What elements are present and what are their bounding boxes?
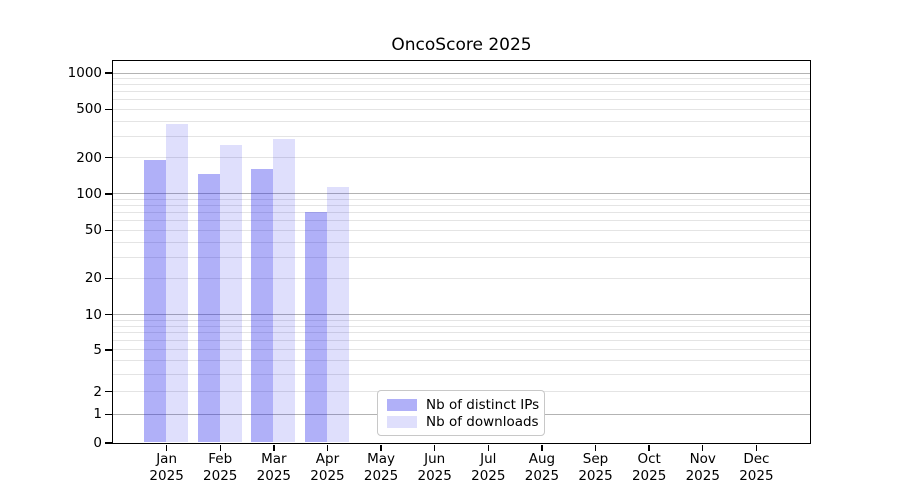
x-tick-7 xyxy=(487,444,489,451)
gridline-y-30 xyxy=(112,256,810,258)
bar-downloads-jan xyxy=(166,123,189,443)
gridline-y-90 xyxy=(112,199,810,201)
x-tick-11 xyxy=(702,444,704,451)
gridline-y-70 xyxy=(112,212,810,214)
gridline-y-500 xyxy=(112,108,810,110)
chart-title: OncoScore 2025 xyxy=(391,35,532,55)
x-tick-label-jul: Jul 2025 xyxy=(471,451,506,484)
y-tick-label-10: 10 xyxy=(84,306,102,323)
x-tick-8 xyxy=(541,444,543,451)
gridline-y-40 xyxy=(112,241,810,243)
y-tick-1000 xyxy=(105,72,112,74)
legend-item-downloads: Nb of downloads xyxy=(387,414,539,430)
y-tick-label-2: 2 xyxy=(93,383,102,400)
gridline-y-5 xyxy=(112,349,810,351)
gridline-y-20 xyxy=(112,277,810,279)
gridline-y-100 xyxy=(112,193,810,195)
x-tick-label-aug: Aug 2025 xyxy=(524,451,560,484)
y-tick-50 xyxy=(105,229,112,232)
y-tick-label-500: 500 xyxy=(76,101,102,118)
gridline-y-3 xyxy=(112,373,810,375)
x-tick-label-dec: Dec 2025 xyxy=(739,451,774,484)
gridline-y-400 xyxy=(112,120,810,122)
plot-area xyxy=(111,59,811,444)
y-tick-10 xyxy=(105,313,112,316)
gridline-y-8 xyxy=(112,325,810,327)
y-tick-label-5: 5 xyxy=(93,341,102,358)
y-tick-label-0: 0 xyxy=(93,435,102,451)
x-tick-12 xyxy=(755,444,758,451)
gridline-y-900 xyxy=(112,78,810,80)
y-tick-2 xyxy=(105,390,112,393)
bar-downloads-feb xyxy=(219,145,242,443)
y-tick-label-1: 1 xyxy=(93,406,102,423)
gridline-y-4 xyxy=(112,360,810,362)
gridline-y-50 xyxy=(112,229,810,231)
gridline-y-6 xyxy=(112,340,810,342)
gridline-y-60 xyxy=(112,220,810,222)
y-tick-label-100: 100 xyxy=(76,185,102,202)
bar-ips-jan xyxy=(144,160,167,443)
x-tick-label-jun: Jun 2025 xyxy=(417,451,452,484)
x-tick-label-may: May 2025 xyxy=(363,451,399,484)
y-tick-1 xyxy=(105,413,112,416)
x-tick-1 xyxy=(165,444,168,451)
x-tick-6 xyxy=(433,444,436,451)
gridline-y-7 xyxy=(112,332,810,334)
y-tick-500 xyxy=(105,108,112,111)
legend-item-distinct-ips: Nb of distinct IPs xyxy=(387,397,539,413)
y-tick-0 xyxy=(105,442,112,444)
bar-ips-apr xyxy=(304,212,327,443)
gridline-y-800 xyxy=(112,84,810,86)
y-tick-label-50: 50 xyxy=(84,222,102,239)
x-tick-10 xyxy=(648,444,650,451)
x-tick-label-sep: Sep 2025 xyxy=(578,451,613,484)
legend-swatch-distinct-ips xyxy=(387,398,417,411)
y-tick-5 xyxy=(105,349,112,351)
legend: Nb of distinct IPs Nb of downloads xyxy=(377,390,545,436)
gridline-y-10 xyxy=(112,314,810,316)
x-tick-label-mar: Mar 2025 xyxy=(256,451,292,484)
x-tick-label-jan: Jan 2025 xyxy=(149,451,184,484)
legend-swatch-downloads xyxy=(387,415,417,428)
x-tick-label-feb: Feb 2025 xyxy=(203,451,238,484)
x-tick-label-apr: Apr 2025 xyxy=(310,451,345,484)
y-tick-20 xyxy=(105,277,112,280)
gridline-y-200 xyxy=(112,157,810,159)
legend-label-distinct-ips: Nb of distinct IPs xyxy=(426,396,540,413)
x-tick-4 xyxy=(326,444,329,451)
y-tick-100 xyxy=(105,193,112,195)
gridline-y-9 xyxy=(112,319,810,321)
x-tick-9 xyxy=(594,444,597,451)
gridline-y-1000 xyxy=(112,72,810,74)
bar-downloads-apr xyxy=(326,187,349,443)
gridline-y-300 xyxy=(112,135,810,137)
y-tick-label-200: 200 xyxy=(76,149,102,166)
bar-downloads-mar xyxy=(273,139,296,443)
gridline-y-600 xyxy=(112,99,810,101)
y-tick-label-1000: 1000 xyxy=(67,65,102,81)
x-tick-3 xyxy=(273,444,275,451)
bar-ips-feb xyxy=(197,173,220,443)
bar-ips-mar xyxy=(251,169,274,443)
y-tick-200 xyxy=(105,156,112,159)
x-tick-label-oct: Oct 2025 xyxy=(631,451,667,484)
y-tick-label-20: 20 xyxy=(84,270,102,287)
gridline-y-80 xyxy=(112,205,810,207)
legend-label-downloads: Nb of downloads xyxy=(426,413,539,430)
gridline-y-700 xyxy=(112,91,810,93)
x-tick-5 xyxy=(380,444,382,451)
x-tick-2 xyxy=(219,444,221,451)
x-tick-label-nov: Nov 2025 xyxy=(685,451,720,484)
